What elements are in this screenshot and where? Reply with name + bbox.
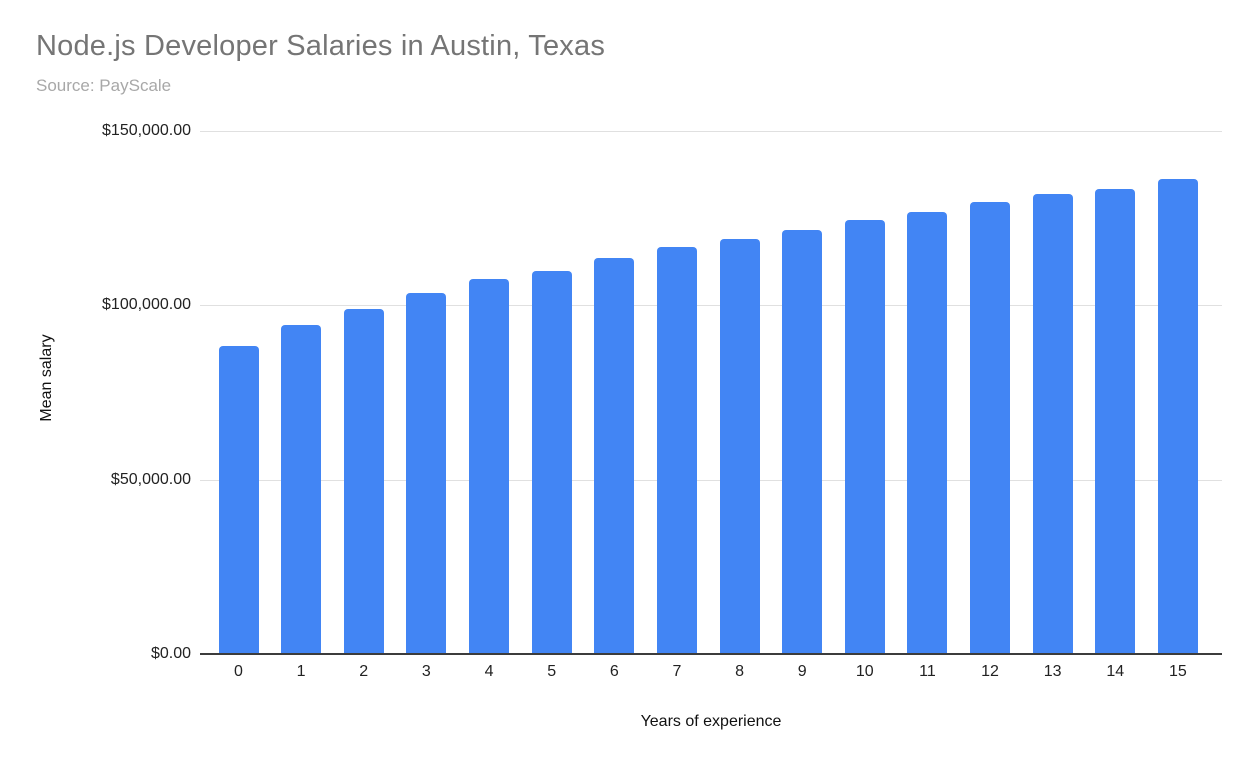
- chart-subtitle: Source: PayScale: [36, 76, 172, 95]
- bar-year-0: [218, 346, 259, 654]
- x-tick-label: 2: [359, 663, 369, 680]
- gridline: [200, 479, 1222, 481]
- bar-year-5: [531, 270, 572, 654]
- bar-year-4: [469, 278, 510, 654]
- gridline: [200, 131, 1222, 132]
- y-axis-title: Mean salary: [38, 334, 55, 422]
- y-tick-label: $150,000.00: [102, 122, 191, 139]
- y-tick-label: $0.00: [150, 645, 191, 662]
- plot-area: [200, 131, 1222, 655]
- x-tick-label: 9: [797, 663, 807, 680]
- bar-year-2: [343, 308, 384, 654]
- bar-year-3: [406, 292, 447, 654]
- x-tick-label: 4: [484, 663, 494, 680]
- x-tick-label: 10: [855, 663, 874, 680]
- x-axis-line: [200, 653, 1222, 655]
- x-tick-label: 7: [672, 663, 682, 680]
- bar-year-14: [1095, 189, 1136, 654]
- x-tick-label: 12: [981, 663, 999, 680]
- y-tick-label: $50,000.00: [110, 470, 191, 488]
- x-tick-label: 15: [1169, 663, 1187, 680]
- y-tick-label: $100,000.00: [102, 296, 191, 314]
- gridline: [200, 305, 1222, 307]
- bar-year-12: [970, 202, 1011, 654]
- bar-year-11: [907, 212, 948, 654]
- bar-year-13: [1032, 194, 1073, 654]
- bar-year-9: [782, 229, 823, 654]
- bar-year-8: [719, 239, 760, 654]
- bar-year-15: [1157, 179, 1198, 654]
- x-tick-label: 13: [1043, 663, 1062, 680]
- bar-year-10: [844, 220, 885, 654]
- x-tick-label: 11: [919, 663, 936, 680]
- bar-year-1: [281, 325, 322, 654]
- x-tick-label: 14: [1106, 663, 1125, 680]
- bar-year-7: [656, 247, 697, 654]
- x-tick-label: 3: [421, 663, 431, 680]
- x-axis-title: Years of experience: [640, 713, 782, 730]
- x-tick-label: 0: [234, 663, 243, 680]
- x-tick-label: 5: [547, 663, 557, 680]
- bar-year-6: [594, 258, 635, 654]
- x-tick-label: 8: [735, 663, 744, 680]
- chart-title: Node.js Developer Salaries in Austin, Te…: [36, 30, 606, 62]
- x-tick-label: 6: [609, 663, 619, 680]
- x-tick-label: 1: [296, 663, 306, 680]
